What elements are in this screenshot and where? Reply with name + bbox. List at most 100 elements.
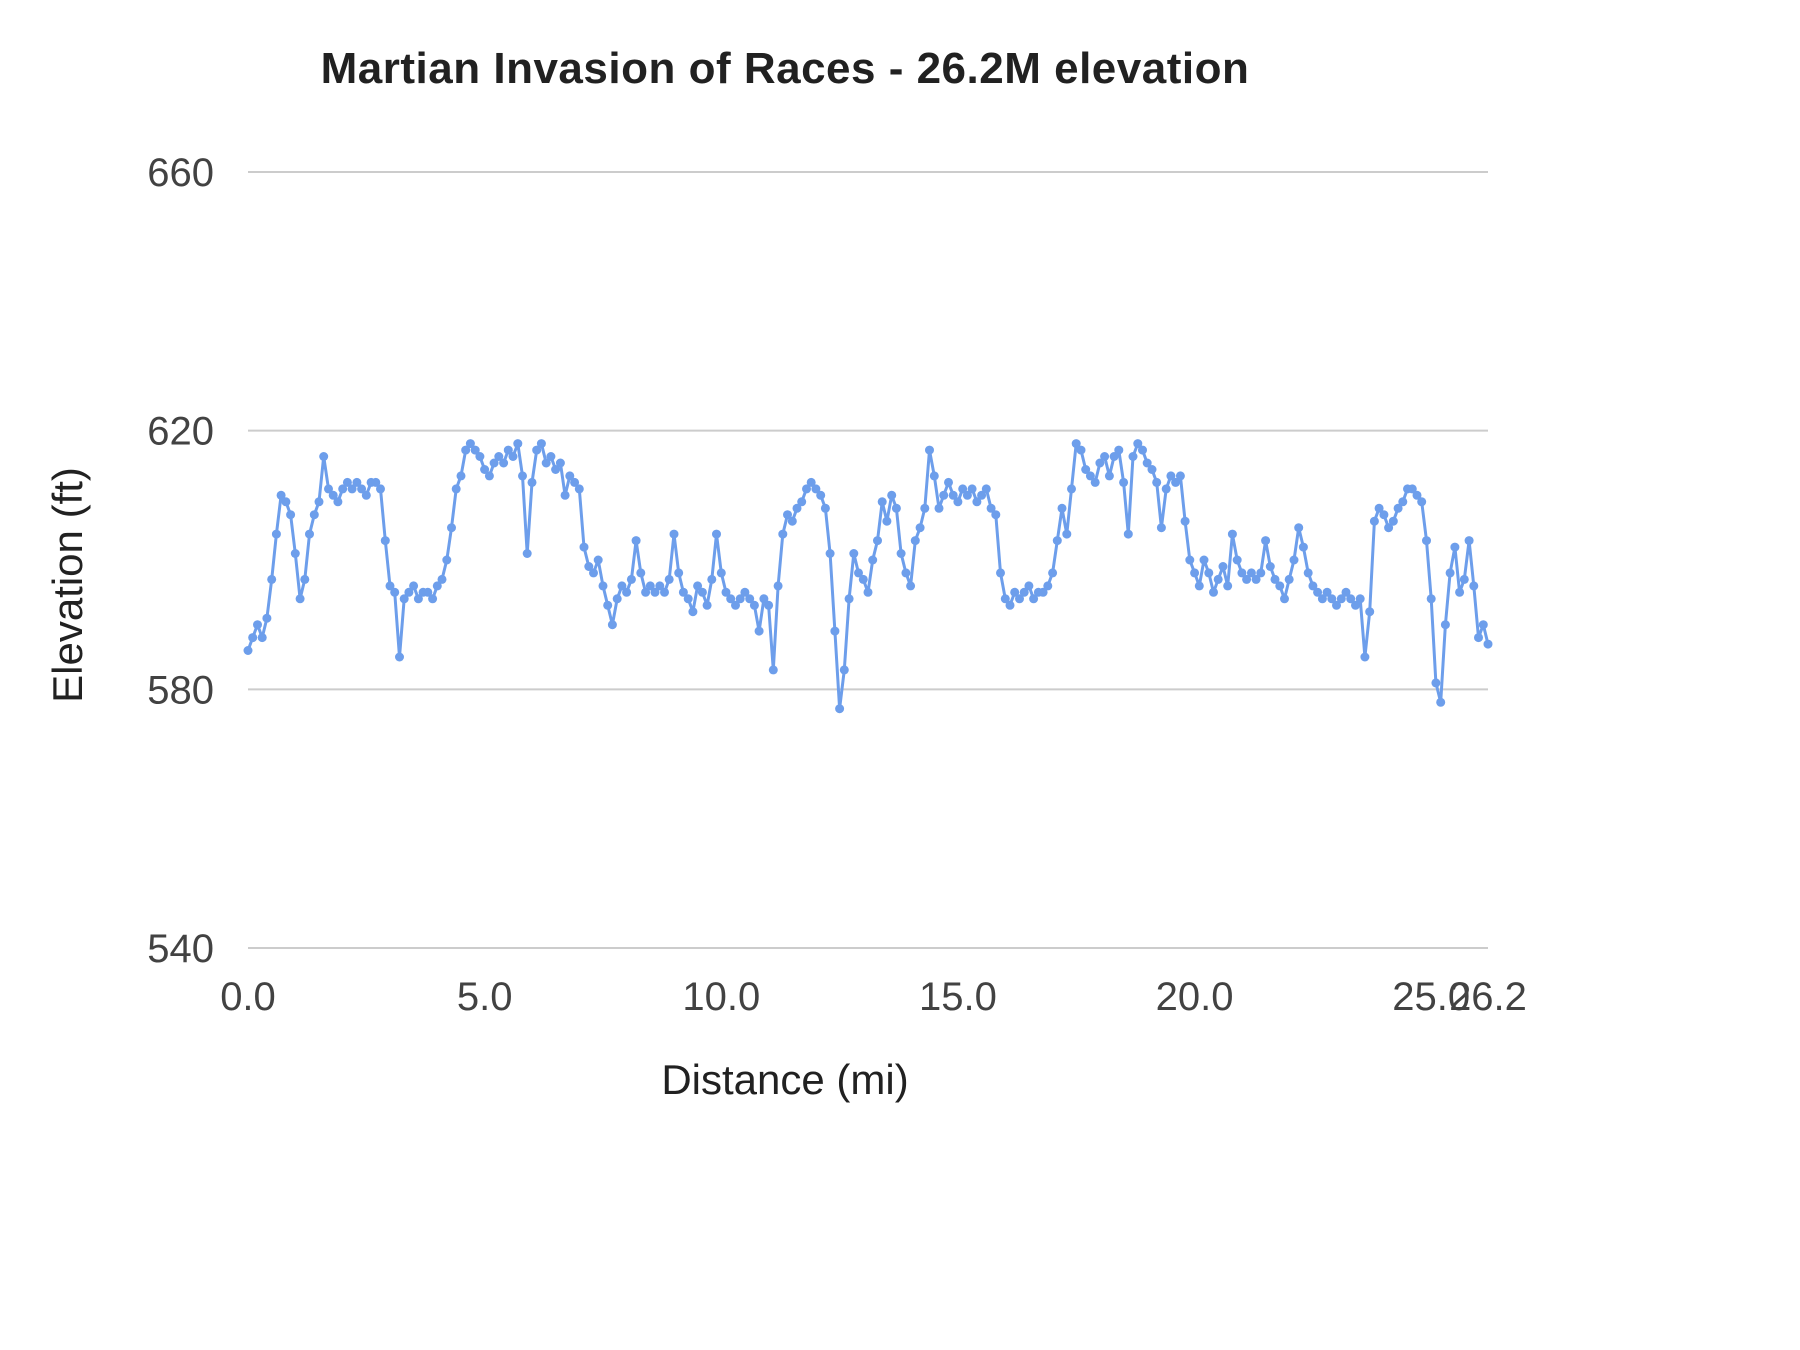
data-point bbox=[1209, 587, 1218, 597]
data-point bbox=[1336, 594, 1346, 604]
data-point bbox=[1483, 639, 1493, 649]
x-axis-title: Distance (mi) bbox=[661, 1056, 909, 1103]
data-point bbox=[1298, 542, 1308, 552]
data-point bbox=[868, 555, 878, 565]
data-point bbox=[314, 497, 324, 507]
data-point bbox=[797, 497, 807, 507]
data-point bbox=[745, 594, 755, 604]
data-point bbox=[944, 477, 953, 487]
y-tick-label: 620 bbox=[147, 410, 214, 454]
data-point bbox=[560, 490, 570, 500]
data-point bbox=[882, 516, 892, 526]
data-point bbox=[626, 574, 636, 584]
data-point bbox=[887, 490, 897, 500]
data-point bbox=[1256, 568, 1266, 578]
data-point bbox=[413, 594, 423, 604]
data-point bbox=[295, 594, 305, 604]
data-point bbox=[783, 510, 792, 520]
data-point bbox=[1171, 477, 1181, 487]
data-point bbox=[489, 458, 499, 468]
data-point bbox=[1398, 497, 1408, 507]
data-point bbox=[309, 510, 319, 520]
data-point bbox=[1294, 523, 1304, 533]
data-point bbox=[1180, 516, 1190, 526]
data-point bbox=[565, 471, 575, 481]
data-point bbox=[688, 607, 698, 617]
x-tick-label: 5.0 bbox=[457, 975, 513, 1019]
data-point bbox=[631, 536, 641, 546]
data-point bbox=[683, 594, 693, 604]
data-point bbox=[423, 587, 433, 597]
y-axis-title: Elevation (ft) bbox=[44, 467, 91, 703]
data-point bbox=[1351, 600, 1360, 610]
data-point bbox=[352, 477, 362, 487]
data-point bbox=[712, 529, 721, 539]
data-point bbox=[910, 536, 920, 546]
data-point bbox=[981, 484, 991, 494]
data-point bbox=[1227, 529, 1237, 539]
data-point bbox=[380, 536, 390, 546]
data-point bbox=[844, 594, 854, 604]
data-point bbox=[1308, 581, 1318, 591]
data-point bbox=[428, 594, 438, 604]
data-point bbox=[494, 452, 504, 461]
data-point bbox=[1038, 587, 1048, 597]
data-point bbox=[1332, 600, 1341, 610]
data-point bbox=[385, 581, 395, 591]
elevation-series-line bbox=[246, 442, 1490, 711]
data-point bbox=[726, 594, 736, 604]
data-point bbox=[451, 484, 461, 494]
data-point bbox=[1048, 568, 1058, 578]
data-point bbox=[778, 529, 788, 539]
data-point bbox=[570, 477, 580, 487]
data-point bbox=[1128, 452, 1138, 461]
data-point bbox=[873, 536, 882, 546]
data-point bbox=[248, 633, 258, 643]
data-point bbox=[1303, 568, 1313, 578]
data-point bbox=[432, 581, 442, 591]
x-tick-label: 26.2 bbox=[1449, 975, 1527, 1019]
data-point bbox=[579, 542, 589, 552]
data-point bbox=[1317, 594, 1327, 604]
data-point bbox=[792, 503, 802, 513]
data-point bbox=[390, 587, 400, 597]
data-point bbox=[787, 516, 797, 526]
data-point bbox=[1246, 568, 1256, 578]
data-point bbox=[1474, 633, 1483, 643]
data-point bbox=[1071, 439, 1081, 449]
data-point bbox=[395, 652, 404, 662]
data-point bbox=[1062, 529, 1072, 539]
data-point bbox=[607, 620, 617, 630]
data-point bbox=[854, 568, 863, 578]
data-point bbox=[290, 549, 300, 558]
data-point bbox=[1156, 523, 1166, 533]
data-point bbox=[1095, 458, 1105, 468]
data-point bbox=[802, 484, 811, 494]
data-point bbox=[811, 484, 821, 494]
data-point bbox=[693, 581, 703, 591]
data-point bbox=[286, 510, 296, 520]
data-point bbox=[1384, 523, 1394, 533]
data-point bbox=[276, 490, 286, 500]
data-point bbox=[324, 484, 333, 494]
data-point bbox=[1015, 594, 1024, 604]
y-tick-label: 660 bbox=[147, 151, 214, 195]
data-point bbox=[1019, 587, 1029, 597]
data-point bbox=[267, 574, 277, 584]
data-point bbox=[849, 549, 859, 558]
data-point bbox=[754, 626, 764, 636]
data-point bbox=[271, 529, 281, 539]
data-point bbox=[721, 587, 731, 597]
data-point bbox=[1123, 529, 1133, 539]
data-point bbox=[901, 568, 911, 578]
data-point bbox=[731, 600, 740, 610]
data-point bbox=[527, 477, 537, 487]
data-point bbox=[702, 600, 712, 610]
data-point bbox=[1445, 568, 1455, 578]
data-point bbox=[357, 484, 367, 494]
data-point bbox=[825, 549, 835, 558]
data-point bbox=[347, 484, 357, 494]
x-tick-label: 10.0 bbox=[682, 975, 760, 1019]
data-point bbox=[518, 471, 527, 481]
data-point bbox=[674, 568, 684, 578]
